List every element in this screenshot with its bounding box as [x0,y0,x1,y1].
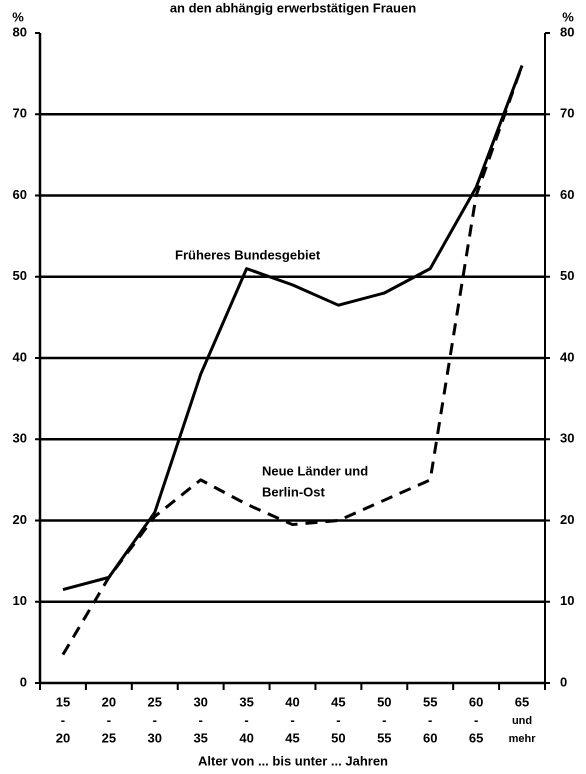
y2-tick-label: 60 [560,187,574,202]
x-tick-label: und [512,715,532,727]
x-tick-label: 60 [469,694,483,709]
x-tick-label: 50 [331,730,345,745]
x-tick-label: 35 [239,694,253,709]
x-tick-label: 15 [56,694,70,709]
x-tick-label: 20 [56,730,70,745]
x-tick-label: - [428,712,432,727]
y2-tick-label: 50 [560,268,574,283]
x-tick-label: - [336,712,340,727]
x-tick-label: 55 [423,694,437,709]
y2-unit: % [562,9,574,24]
x-tick-label: 35 [193,730,207,745]
x-tick-label: 65 [469,730,483,745]
y-tick-label: 60 [13,187,27,202]
series-label: Früheres Bundesgebiet [175,247,321,262]
x-tick-label: - [153,712,157,727]
y-tick-label: 50 [13,268,27,283]
y2-tick-label: 30 [560,431,574,446]
x-tick-label: - [382,712,386,727]
y-tick-label: 0 [20,674,27,689]
y-tick-label: 80 [13,24,27,39]
y-tick-label: 20 [13,512,27,527]
y-tick-label: 10 [13,593,27,608]
x-tick-label: 45 [285,730,299,745]
x-tick-label: 25 [102,730,116,745]
y2-tick-label: 0 [560,674,567,689]
y2-tick-label: 70 [560,106,574,121]
x-tick-label: 45 [331,694,345,709]
line-series [62,64,524,592]
x-tick-label: 30 [193,694,207,709]
y2-tick-label: 10 [560,593,574,608]
x-tick-label: 50 [377,694,391,709]
y2-tick-label: 80 [560,24,574,39]
x-tick-label: - [199,712,203,727]
x-tick-label: 55 [377,730,391,745]
series-label: Neue Länder und [262,463,368,478]
x-tick-label: 40 [285,694,299,709]
x-tick-label: - [107,712,111,727]
y-tick-label: 30 [13,431,27,446]
x-tick-label: - [474,712,478,727]
chart-title: an den abhängig erwerbstätigen Frauen [170,0,416,15]
x-tick-label: mehr [509,733,537,745]
x-tick-label: 25 [148,694,162,709]
x-tick-label: 65 [515,694,529,709]
x-tick-label: - [244,712,248,727]
y-unit: % [12,9,24,24]
x-tick-label: 40 [239,730,253,745]
x-tick-label: - [61,712,65,727]
y2-tick-label: 20 [560,512,574,527]
x-tick-label: 20 [102,694,116,709]
y-tick-label: 70 [13,106,27,121]
x-tick-label: - [290,712,294,727]
line-series [61,65,524,656]
y-tick-label: 40 [13,349,27,364]
y2-tick-label: 40 [560,349,574,364]
x-axis-label: Alter von ... bis unter ... Jahren [198,753,388,768]
x-tick-label: 30 [148,730,162,745]
series-label: Berlin-Ost [262,484,326,499]
x-tick-label: 60 [423,730,437,745]
